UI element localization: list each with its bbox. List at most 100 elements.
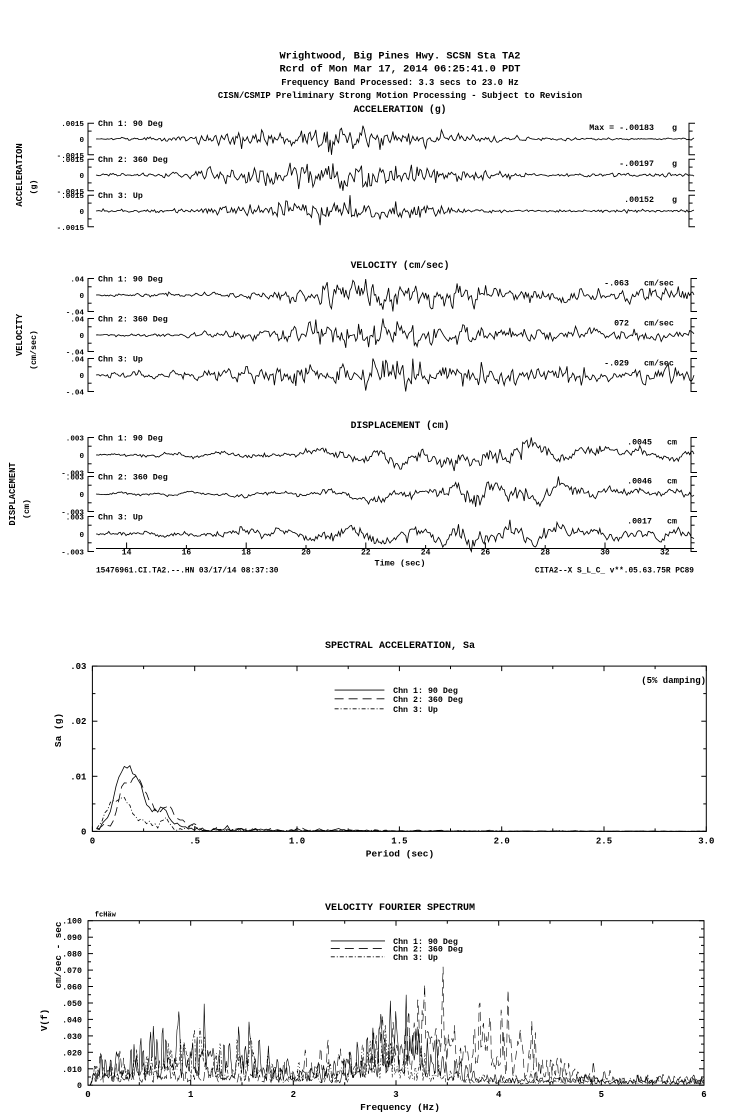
svg-text:Chn 3: Up: Chn 3: Up [393, 953, 438, 963]
svg-text:cm/sec: cm/sec [644, 279, 674, 289]
svg-text:0: 0 [77, 1082, 82, 1091]
svg-text:.060: .060 [62, 984, 82, 993]
svg-text:VELOCITY: VELOCITY [15, 313, 25, 356]
svg-text:2.0: 2.0 [494, 836, 510, 846]
svg-text:g: g [672, 196, 677, 205]
svg-text:Chn 3: Up: Chn 3: Up [393, 705, 438, 715]
svg-text:ACCELERATION (g): ACCELERATION (g) [353, 104, 446, 115]
svg-text:DISPLACEMENT (cm): DISPLACEMENT (cm) [351, 420, 450, 431]
svg-text:Chn 2: 360 Deg: Chn 2: 360 Deg [98, 155, 168, 165]
svg-text:0: 0 [79, 293, 84, 301]
svg-text:0: 0 [79, 137, 84, 145]
svg-text:(5% damping): (5% damping) [641, 676, 706, 686]
svg-text:.010: .010 [62, 1066, 82, 1075]
svg-text:.0017: .0017 [627, 518, 652, 527]
svg-text:Chn 2: 360 Deg: Chn 2: 360 Deg [98, 473, 168, 483]
svg-text:.030: .030 [62, 1033, 82, 1042]
svg-text:.0015: .0015 [61, 157, 84, 165]
svg-text:0: 0 [81, 827, 86, 837]
svg-text:Chn 1: 90 Deg: Chn 1: 90 Deg [393, 686, 458, 696]
svg-text:Rcrd of Mon Mar 17, 2014 06:25: Rcrd of Mon Mar 17, 2014 06:25:41.0 PDT [280, 64, 521, 76]
svg-text:-.003: -.003 [61, 550, 84, 558]
svg-text:0: 0 [79, 532, 84, 540]
svg-text:cm: cm [667, 439, 677, 448]
svg-text:Max = -.00183: Max = -.00183 [589, 124, 654, 133]
svg-text:2: 2 [291, 1090, 296, 1100]
svg-text:CISN/CSMIP Preliminary Strong: CISN/CSMIP Preliminary Strong Motion Pro… [218, 91, 582, 101]
svg-text:.070: .070 [62, 967, 82, 976]
svg-text:g: g [672, 160, 677, 169]
svg-text:0: 0 [85, 1090, 90, 1100]
svg-text:2.5: 2.5 [596, 836, 612, 846]
svg-text:.0015: .0015 [61, 193, 84, 201]
svg-text:VELOCITY (cm/sec): VELOCITY (cm/sec) [351, 260, 450, 271]
svg-text:.01: .01 [70, 772, 87, 782]
svg-text:.0046: .0046 [627, 478, 652, 487]
svg-text:30: 30 [600, 549, 610, 558]
svg-text:cm/sec - sec: cm/sec - sec [53, 921, 64, 988]
svg-text:.04: .04 [70, 317, 84, 325]
svg-text:.0045: .0045 [627, 439, 652, 448]
svg-text:fcHäw: fcHäw [95, 912, 117, 920]
svg-text:Period (sec): Period (sec) [366, 848, 434, 859]
svg-text:0: 0 [79, 453, 84, 461]
svg-text:Chn 3: Up: Chn 3: Up [98, 191, 143, 201]
svg-text:1: 1 [188, 1090, 194, 1100]
svg-text:(cm/sec): (cm/sec) [29, 330, 39, 370]
svg-text:.020: .020 [62, 1049, 82, 1058]
svg-text:cm/sec: cm/sec [644, 359, 674, 369]
svg-text:.003: .003 [66, 436, 85, 444]
svg-text:g: g [672, 124, 677, 133]
svg-text:cm: cm [667, 478, 677, 487]
svg-text:5: 5 [599, 1090, 604, 1100]
svg-text:3.0: 3.0 [698, 836, 714, 846]
svg-text:.100: .100 [62, 918, 82, 927]
svg-text:.003: .003 [66, 475, 85, 483]
svg-text:Time (sec): Time (sec) [374, 558, 425, 568]
svg-text:0: 0 [79, 209, 84, 217]
svg-text:VELOCITY FOURIER SPECTRUM: VELOCITY FOURIER SPECTRUM [325, 903, 475, 914]
svg-text:Frequency Band Processed: 3.3: Frequency Band Processed: 3.3 secs to 23… [281, 78, 519, 88]
svg-text:-.029: -.029 [604, 360, 629, 369]
svg-text:16: 16 [182, 549, 192, 558]
svg-text:(g): (g) [29, 180, 39, 195]
svg-text:Frequency (Hz): Frequency (Hz) [360, 1102, 440, 1113]
svg-text:32: 32 [660, 549, 670, 558]
svg-text:14: 14 [122, 549, 132, 558]
svg-text:cm: cm [667, 518, 677, 527]
svg-text:1.0: 1.0 [289, 836, 305, 846]
svg-text:.04: .04 [70, 357, 84, 365]
svg-text:Chn 1: 90 Deg: Chn 1: 90 Deg [98, 434, 163, 444]
svg-text:Chn 1: 90 Deg: Chn 1: 90 Deg [98, 275, 163, 285]
svg-text:18: 18 [241, 549, 251, 558]
svg-text:24: 24 [421, 549, 431, 558]
svg-text:.02: .02 [70, 717, 86, 727]
svg-text:.040: .040 [62, 1016, 82, 1025]
svg-text:.003: .003 [66, 515, 85, 523]
svg-text:0: 0 [79, 373, 84, 381]
svg-text:.080: .080 [62, 951, 82, 960]
svg-text:-.063: -.063 [604, 280, 629, 289]
svg-text:0: 0 [79, 492, 84, 500]
svg-text:28: 28 [540, 549, 550, 558]
svg-text:3: 3 [393, 1090, 398, 1100]
svg-text:V(f): V(f) [39, 1009, 50, 1031]
svg-text:Chn 2: 360 Deg: Chn 2: 360 Deg [393, 695, 463, 705]
svg-text:26: 26 [481, 549, 491, 558]
svg-text:DISPLACEMENT: DISPLACEMENT [8, 462, 18, 526]
svg-text:cm/sec: cm/sec [644, 319, 674, 329]
svg-text:20: 20 [301, 549, 311, 558]
svg-text:.04: .04 [70, 277, 84, 285]
svg-text:SPECTRAL ACCELERATION, Sa: SPECTRAL ACCELERATION, Sa [325, 641, 475, 652]
svg-text:072: 072 [614, 320, 629, 329]
svg-text:Chn 1: 90 Deg: Chn 1: 90 Deg [98, 119, 163, 129]
svg-text:0: 0 [90, 836, 95, 846]
svg-text:0: 0 [79, 333, 84, 341]
svg-text:Wrightwood, Big Pines Hwy.: Wrightwood, Big Pines Hwy. SCSN Sta TA2 [280, 51, 521, 63]
svg-text:.5: .5 [189, 836, 200, 846]
svg-text:1.5: 1.5 [391, 836, 407, 846]
svg-text:.03: .03 [70, 662, 86, 672]
svg-text:0: 0 [79, 173, 84, 181]
svg-text:.050: .050 [62, 1000, 82, 1009]
svg-text:4: 4 [496, 1090, 502, 1100]
